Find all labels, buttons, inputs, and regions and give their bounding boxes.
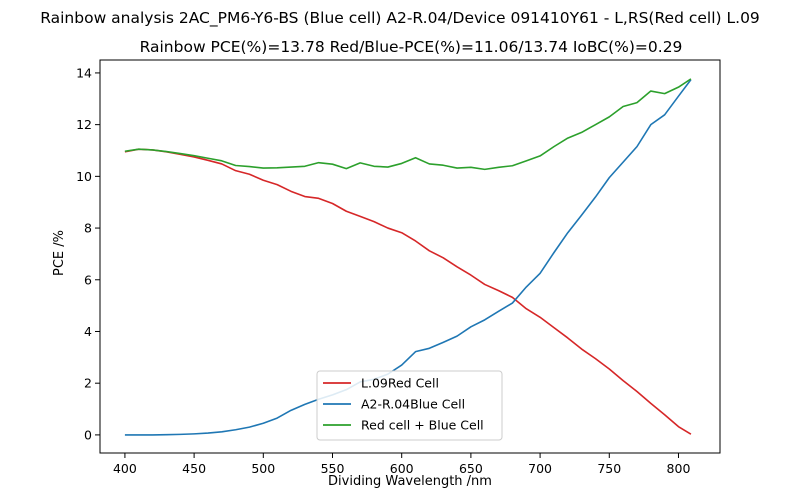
x-tick-label: 400	[113, 461, 137, 476]
y-tick-label: 4	[84, 324, 92, 339]
chart-title: Rainbow PCE(%)=13.78 Red/Blue-PCE(%)=11.…	[140, 38, 683, 56]
y-tick-label: 10	[76, 169, 92, 184]
y-tick-label: 14	[76, 65, 92, 80]
series-line	[124, 148, 692, 435]
legend: L.09Red Cell A2-R.04Blue Cell Red cell + B…	[316, 370, 503, 441]
legend-label: Red cell + Blue Cell	[361, 418, 484, 433]
x-tick-label: 450	[182, 461, 206, 476]
series-line	[124, 78, 692, 171]
legend-label: A2-R.04Blue Cell	[361, 397, 465, 412]
x-tick-label: 800	[667, 461, 691, 476]
y-tick-label: 6	[84, 272, 92, 287]
chart-suptitle: Rainbow analysis 2AC_PM6-Y6-BS (Blue cel…	[40, 9, 760, 28]
x-tick-label: 500	[251, 461, 275, 476]
plot-frame	[99, 59, 721, 454]
x-tick-label: 600	[390, 461, 414, 476]
y-tick-label: 0	[84, 427, 92, 442]
y-axis-label: PCE /%	[52, 230, 67, 276]
plot-area: 400 450 500 550 600 650 700 750 800 0 2 4 6 8 10 12 14 L.…	[76, 59, 721, 476]
x-tick-label: 700	[528, 461, 552, 476]
x-tick-label: 750	[597, 461, 621, 476]
legend-box	[316, 370, 503, 441]
legend-label: L.09Red Cell	[361, 376, 439, 391]
x-tick-label: 650	[459, 461, 483, 476]
y-tick-label: 2	[84, 376, 92, 391]
x-tick-label: 550	[321, 461, 345, 476]
series-line	[124, 79, 692, 436]
y-tick-label: 8	[84, 221, 92, 236]
x-axis-label: Dividing Wavelength /nm	[328, 474, 492, 489]
y-tick-label: 12	[76, 117, 92, 132]
